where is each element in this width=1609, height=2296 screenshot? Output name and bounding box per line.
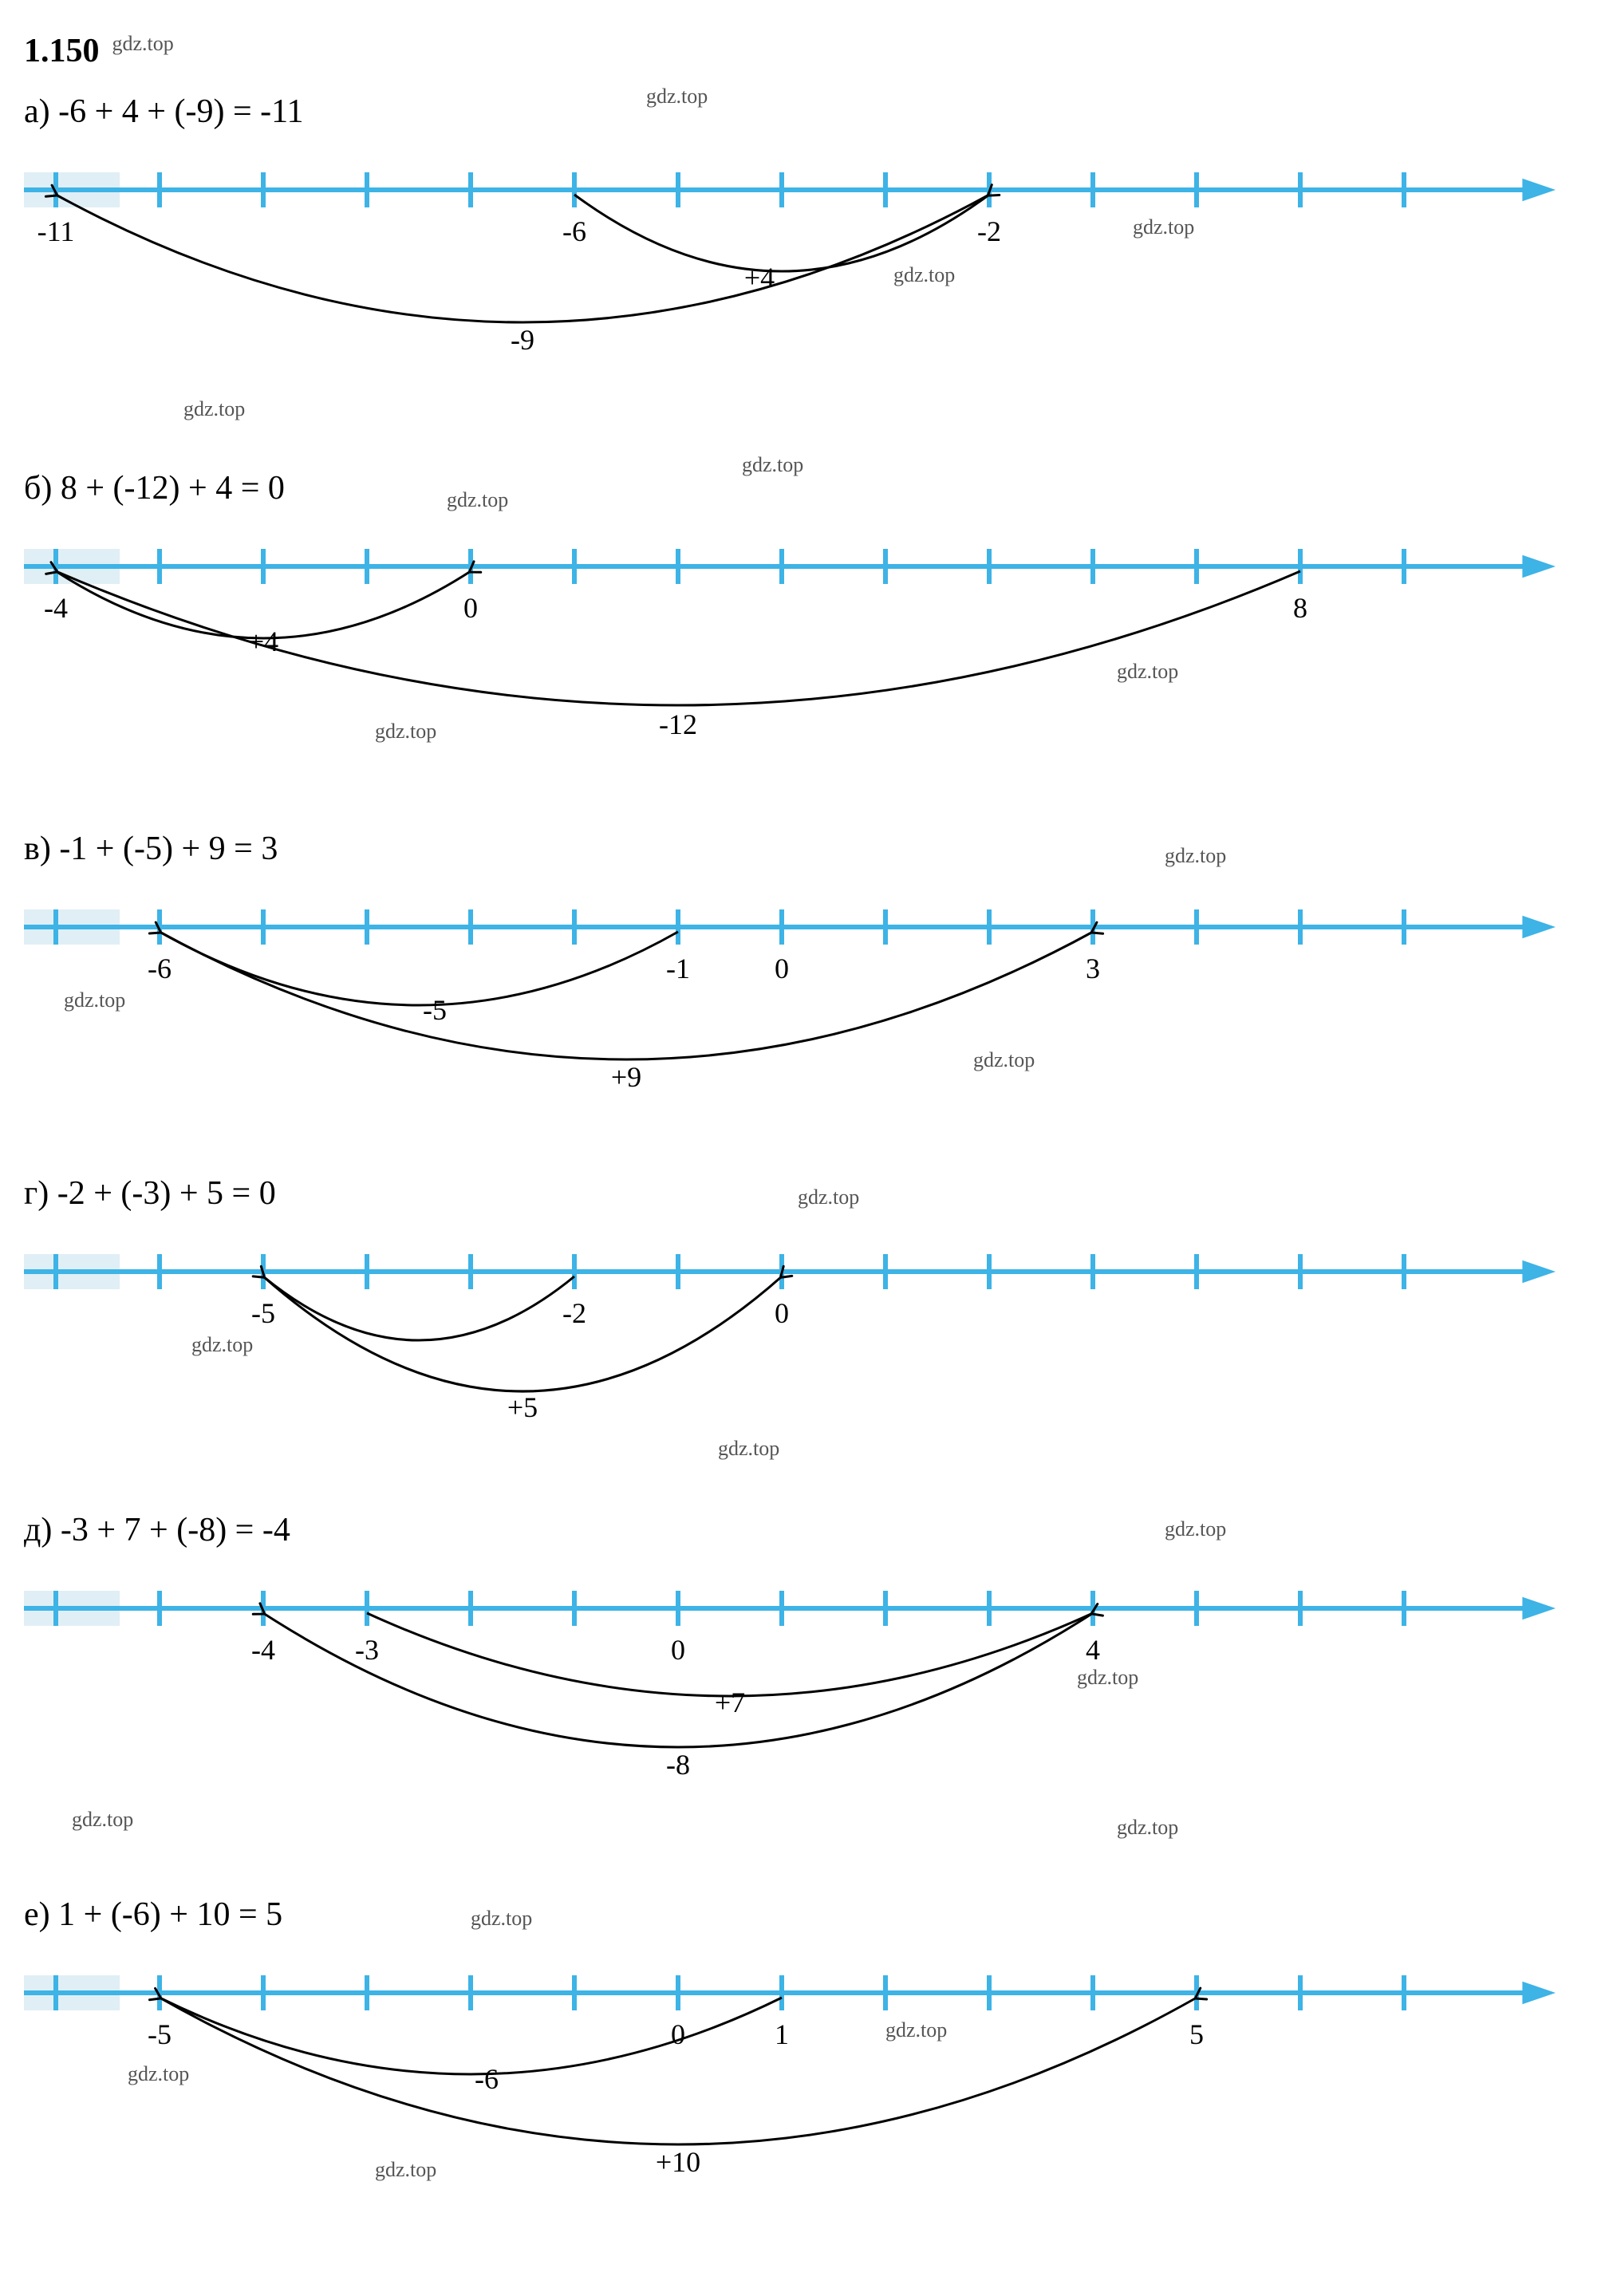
watermark: gdz.top xyxy=(128,2062,189,2085)
watermark: gdz.top xyxy=(1117,660,1178,683)
exercise-number: 1.150 xyxy=(24,32,100,70)
tick-label: -5 xyxy=(251,1297,275,1329)
tick-label: 1 xyxy=(775,2018,789,2050)
tick-label: 0 xyxy=(775,1297,789,1329)
watermark: gdz.top xyxy=(375,720,436,743)
watermark: gdz.top xyxy=(893,263,955,286)
equation-row: а) -6 + 4 + (-9) = -11gdz.top xyxy=(24,93,1585,131)
problem-d: д) -3 + 7 + (-8) = -4gdz.top04-4-3+7-8gd… xyxy=(24,1511,1585,1848)
watermark: gdz.top xyxy=(375,2158,436,2181)
jump-label: -5 xyxy=(423,994,447,1026)
jump-label: +7 xyxy=(715,1686,745,1718)
watermark: gdz.top xyxy=(718,1437,779,1460)
jump-curve xyxy=(263,1276,574,1340)
tick-label: 0 xyxy=(671,2018,685,2050)
jump-label: -6 xyxy=(475,2063,499,2095)
equation-row: д) -3 + 7 + (-8) = -4gdz.top xyxy=(24,1511,1585,1549)
equation-row: е) 1 + (-6) + 10 = 5gdz.top xyxy=(24,1896,1585,1934)
watermark: gdz.top xyxy=(191,1333,253,1356)
watermark: gdz.top xyxy=(112,32,174,56)
jump-curve xyxy=(160,932,1093,1059)
equation: а) -6 + 4 + (-9) = -11 xyxy=(24,93,1585,131)
tick-label: 5 xyxy=(1189,2018,1204,2050)
tick-label: 0 xyxy=(775,953,789,984)
tick-label: -2 xyxy=(977,215,1001,247)
axis-arrowhead xyxy=(1522,1597,1556,1620)
problem-a: а) -6 + 4 + (-9) = -11gdz.top-11-6-2+4-9… xyxy=(24,93,1585,421)
jump-label: +4 xyxy=(248,625,278,657)
jump-label: +5 xyxy=(507,1391,538,1423)
jump-label: -9 xyxy=(511,324,534,356)
equation-row: б) 8 + (-12) + 4 = 0gdz.topgdz.top xyxy=(24,469,1585,507)
problem-e: е) 1 + (-6) + 10 = 5gdz.top015-5-6+10gdz… xyxy=(24,1896,1585,2216)
below-wm-row: gdz.top xyxy=(24,397,1585,421)
tick-label: -6 xyxy=(148,953,172,984)
numberline-wrap: 0 3 -6 -1 -5 +9 gdz.top gdz.top xyxy=(24,879,1585,1126)
watermark: gdz.top xyxy=(973,1048,1035,1071)
equation-row: в) -1 + (-5) + 9 = 3gdz.top xyxy=(24,830,1585,868)
equation: г) -2 + (-3) + 5 = 0 xyxy=(24,1174,1585,1213)
equation: в) -1 + (-5) + 9 = 3 xyxy=(24,830,1585,868)
tick-label: 0 xyxy=(671,1634,685,1666)
numberline-wrap: 0 4 -4 -3 +7 -8 gdz.top xyxy=(24,1560,1585,1824)
numberline-wrap: -11-6-2+4-9gdz.topgdz.top xyxy=(24,142,1585,397)
jump-curve xyxy=(160,932,678,1005)
jump-label: -8 xyxy=(666,1749,690,1781)
axis-arrowhead xyxy=(1522,1982,1556,2005)
equation: д) -3 + 7 + (-8) = -4 xyxy=(24,1511,1585,1549)
equation-row: г) -2 + (-3) + 5 = 0gdz.top xyxy=(24,1174,1585,1213)
below-wm-row: gdz.topgdz.top xyxy=(24,1824,1585,1848)
problem-b: б) 8 + (-12) + 4 = 0gdz.topgdz.top08-4-1… xyxy=(24,469,1585,782)
tick-label: -4 xyxy=(44,592,68,624)
number-line-svg: 0 3 -6 -1 -5 +9 gdz.top gdz.top xyxy=(24,879,1572,1126)
tick-label: -3 xyxy=(355,1634,379,1666)
tick-label: -2 xyxy=(562,1297,586,1329)
tick-label: -6 xyxy=(562,215,586,247)
watermark: gdz.top xyxy=(64,988,125,1012)
tick-label: -4 xyxy=(251,1634,275,1666)
watermark: gdz.top xyxy=(885,2018,947,2042)
tick-label: -1 xyxy=(666,953,690,984)
problems-container: а) -6 + 4 + (-9) = -11gdz.top-11-6-2+4-9… xyxy=(24,93,1585,2216)
number-line-svg: -11-6-2+4-9gdz.topgdz.top xyxy=(24,142,1572,397)
watermark: gdz.top xyxy=(1077,1666,1138,1689)
tick-label: 3 xyxy=(1086,953,1100,984)
axis-arrowhead xyxy=(1522,179,1556,202)
jump-curve xyxy=(263,1276,782,1391)
axis-arrowhead xyxy=(1522,1260,1556,1284)
equation: б) 8 + (-12) + 4 = 0 xyxy=(24,469,1585,507)
number-line-svg: 0 1 5 -5 -6 +10 gdz.top gdz.top gdz.top xyxy=(24,1945,1572,2216)
number-line-svg: 0 8 -4 -12 +4 gdz.top gdz.top xyxy=(24,519,1572,782)
jump-label: -12 xyxy=(659,708,697,740)
numberline-wrap: 0 -5 -2 +5 gdz.top gdz.top xyxy=(24,1224,1585,1463)
number-line-svg: 0 4 -4 -3 +7 -8 gdz.top xyxy=(24,1560,1572,1824)
tick-label: 0 xyxy=(463,592,478,624)
tick-label: 4 xyxy=(1086,1634,1100,1666)
problem-v: в) -1 + (-5) + 9 = 3gdz.top03-6-1-5+9gdz… xyxy=(24,830,1585,1126)
jump-curve xyxy=(367,1613,1093,1696)
tick-label: -11 xyxy=(37,215,75,247)
watermark: gdz.top xyxy=(183,397,245,421)
problem-g: г) -2 + (-3) + 5 = 0gdz.top0-5-2+5gdz.to… xyxy=(24,1174,1585,1463)
jump-label: +9 xyxy=(611,1061,641,1093)
numberline-wrap: 0 1 5 -5 -6 +10 gdz.top gdz.top gdz.top xyxy=(24,1945,1585,2216)
watermark: gdz.top xyxy=(1133,215,1194,239)
tick-label: 8 xyxy=(1293,592,1307,624)
page-title-row: 1.150 gdz.top xyxy=(24,32,1585,77)
axis-arrowhead xyxy=(1522,555,1556,578)
numberline-wrap: 0 8 -4 -12 +4 gdz.top gdz.top xyxy=(24,519,1585,782)
equation: е) 1 + (-6) + 10 = 5 xyxy=(24,1896,1585,1934)
axis-arrowhead xyxy=(1522,916,1556,939)
tick-label: -5 xyxy=(148,2018,172,2050)
number-line-svg: 0 -5 -2 +5 gdz.top gdz.top xyxy=(24,1224,1572,1463)
jump-label: +10 xyxy=(656,2146,700,2178)
jump-curve xyxy=(56,195,989,322)
